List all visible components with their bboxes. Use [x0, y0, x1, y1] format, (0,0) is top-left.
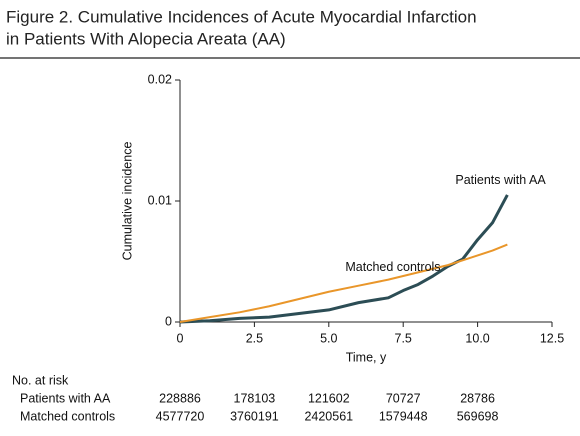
at-risk-title: No. at risk — [12, 373, 69, 387]
y-axis-label: Cumulative incidence — [120, 142, 134, 261]
at-risk-value: 1579448 — [379, 409, 428, 423]
at-risk-value: 569698 — [457, 409, 499, 423]
y-tick-label: 0 — [165, 314, 172, 328]
y-tick-label: 0.02 — [148, 72, 172, 86]
at-risk-value: 70727 — [386, 391, 421, 405]
x-tick-label: 7.5 — [395, 331, 412, 345]
at-risk-value: 2420561 — [304, 409, 353, 423]
x-tick-label: 5.0 — [320, 331, 337, 345]
at-risk-row-label: Patients with AA — [20, 391, 111, 405]
chart-subtitle: in Patients With Alopecia Areata (AA) — [6, 29, 286, 48]
at-risk-row-label: Matched controls — [20, 409, 115, 423]
x-tick-label: 2.5 — [246, 331, 263, 345]
series-label: Matched controls — [345, 260, 440, 274]
series-line — [179, 194, 509, 324]
at-risk-value: 228886 — [159, 391, 201, 405]
at-risk-value: 28786 — [460, 391, 495, 405]
series-line — [179, 243, 508, 323]
at-risk-value: 178103 — [234, 391, 276, 405]
y-tick-label: 0.01 — [148, 193, 172, 207]
at-risk-value: 121602 — [308, 391, 350, 405]
series-label: Patients with AA — [455, 173, 546, 187]
x-tick-label: 0 — [177, 331, 184, 345]
x-tick-label: 10.0 — [465, 331, 489, 345]
x-tick-label: 12.5 — [540, 331, 564, 345]
at-risk-value: 4577720 — [156, 409, 205, 423]
x-axis-label: Time, y — [346, 350, 387, 364]
at-risk-value: 3760191 — [230, 409, 279, 423]
chart-title: Figure 2. Cumulative Incidences of Acute… — [6, 7, 477, 26]
